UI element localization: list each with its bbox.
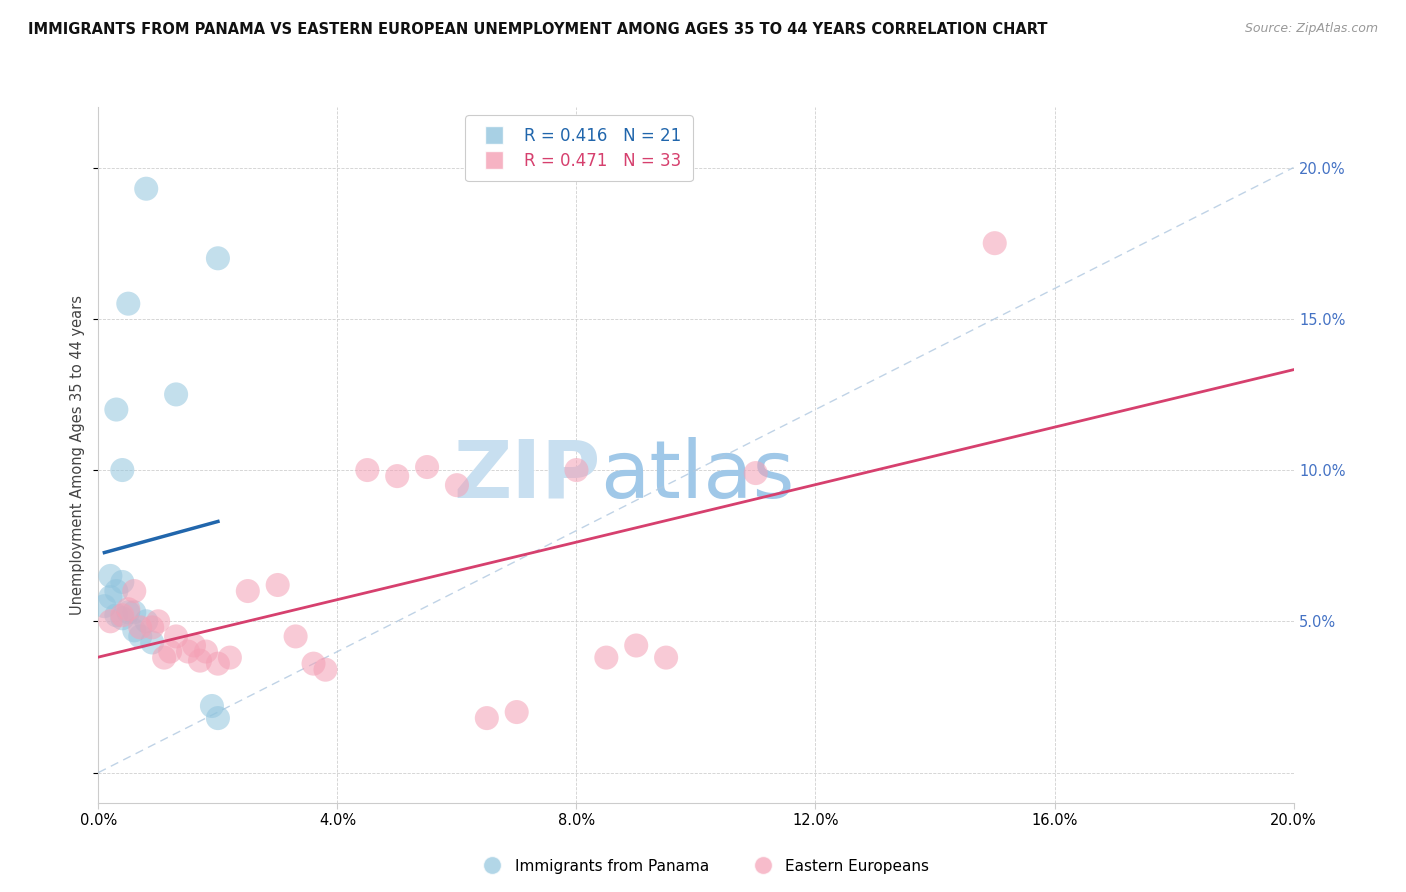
Point: [111, 463, 134, 477]
Point: [183, 639, 205, 653]
Point: [207, 252, 229, 266]
Point: [446, 478, 468, 492]
Text: ZIP: ZIP: [453, 437, 600, 515]
Text: IMMIGRANTS FROM PANAMA VS EASTERN EUROPEAN UNEMPLOYMENT AMONG AGES 35 TO 44 YEAR: IMMIGRANTS FROM PANAMA VS EASTERN EUROPE…: [28, 22, 1047, 37]
Point: [100, 615, 122, 629]
Point: [153, 650, 176, 665]
Point: [141, 635, 163, 649]
Point: [159, 644, 181, 658]
Point: [141, 620, 163, 634]
Point: [356, 463, 378, 477]
Point: [111, 611, 134, 625]
Point: [302, 657, 325, 671]
Point: [236, 584, 259, 599]
Point: [135, 615, 157, 629]
Point: [105, 608, 128, 623]
Point: [165, 387, 187, 401]
Point: [745, 466, 768, 480]
Point: [188, 654, 211, 668]
Point: [93, 599, 115, 614]
Point: [129, 629, 152, 643]
Text: atlas: atlas: [600, 437, 794, 515]
Point: [117, 296, 139, 310]
Point: [595, 650, 617, 665]
Point: [124, 605, 146, 619]
Point: [129, 620, 152, 634]
Point: [111, 574, 134, 589]
Point: [165, 629, 187, 643]
Point: [655, 650, 678, 665]
Point: [207, 711, 229, 725]
Point: [506, 705, 529, 719]
Point: [148, 615, 170, 629]
Point: [117, 602, 139, 616]
Point: [626, 639, 648, 653]
Point: [416, 460, 439, 475]
Y-axis label: Unemployment Among Ages 35 to 44 years: Unemployment Among Ages 35 to 44 years: [70, 295, 86, 615]
Point: [267, 578, 290, 592]
Point: [219, 650, 242, 665]
Point: [100, 569, 122, 583]
Point: [475, 711, 498, 725]
Point: [100, 590, 122, 604]
Point: [385, 469, 409, 483]
Point: [177, 644, 200, 658]
Point: [315, 663, 337, 677]
Point: [201, 698, 224, 713]
Point: [105, 402, 128, 417]
Text: Source: ZipAtlas.com: Source: ZipAtlas.com: [1244, 22, 1378, 36]
Point: [105, 584, 128, 599]
Point: [111, 608, 134, 623]
Point: [124, 584, 146, 599]
Point: [984, 236, 1007, 251]
Point: [207, 657, 229, 671]
Point: [565, 463, 588, 477]
Point: [135, 182, 157, 196]
Point: [284, 629, 307, 643]
Point: [124, 624, 146, 638]
Point: [117, 605, 139, 619]
Legend: R = 0.416   N = 21, R = 0.471   N = 33: R = 0.416 N = 21, R = 0.471 N = 33: [465, 115, 693, 181]
Legend: Immigrants from Panama, Eastern Europeans: Immigrants from Panama, Eastern European…: [471, 853, 935, 880]
Point: [195, 644, 218, 658]
